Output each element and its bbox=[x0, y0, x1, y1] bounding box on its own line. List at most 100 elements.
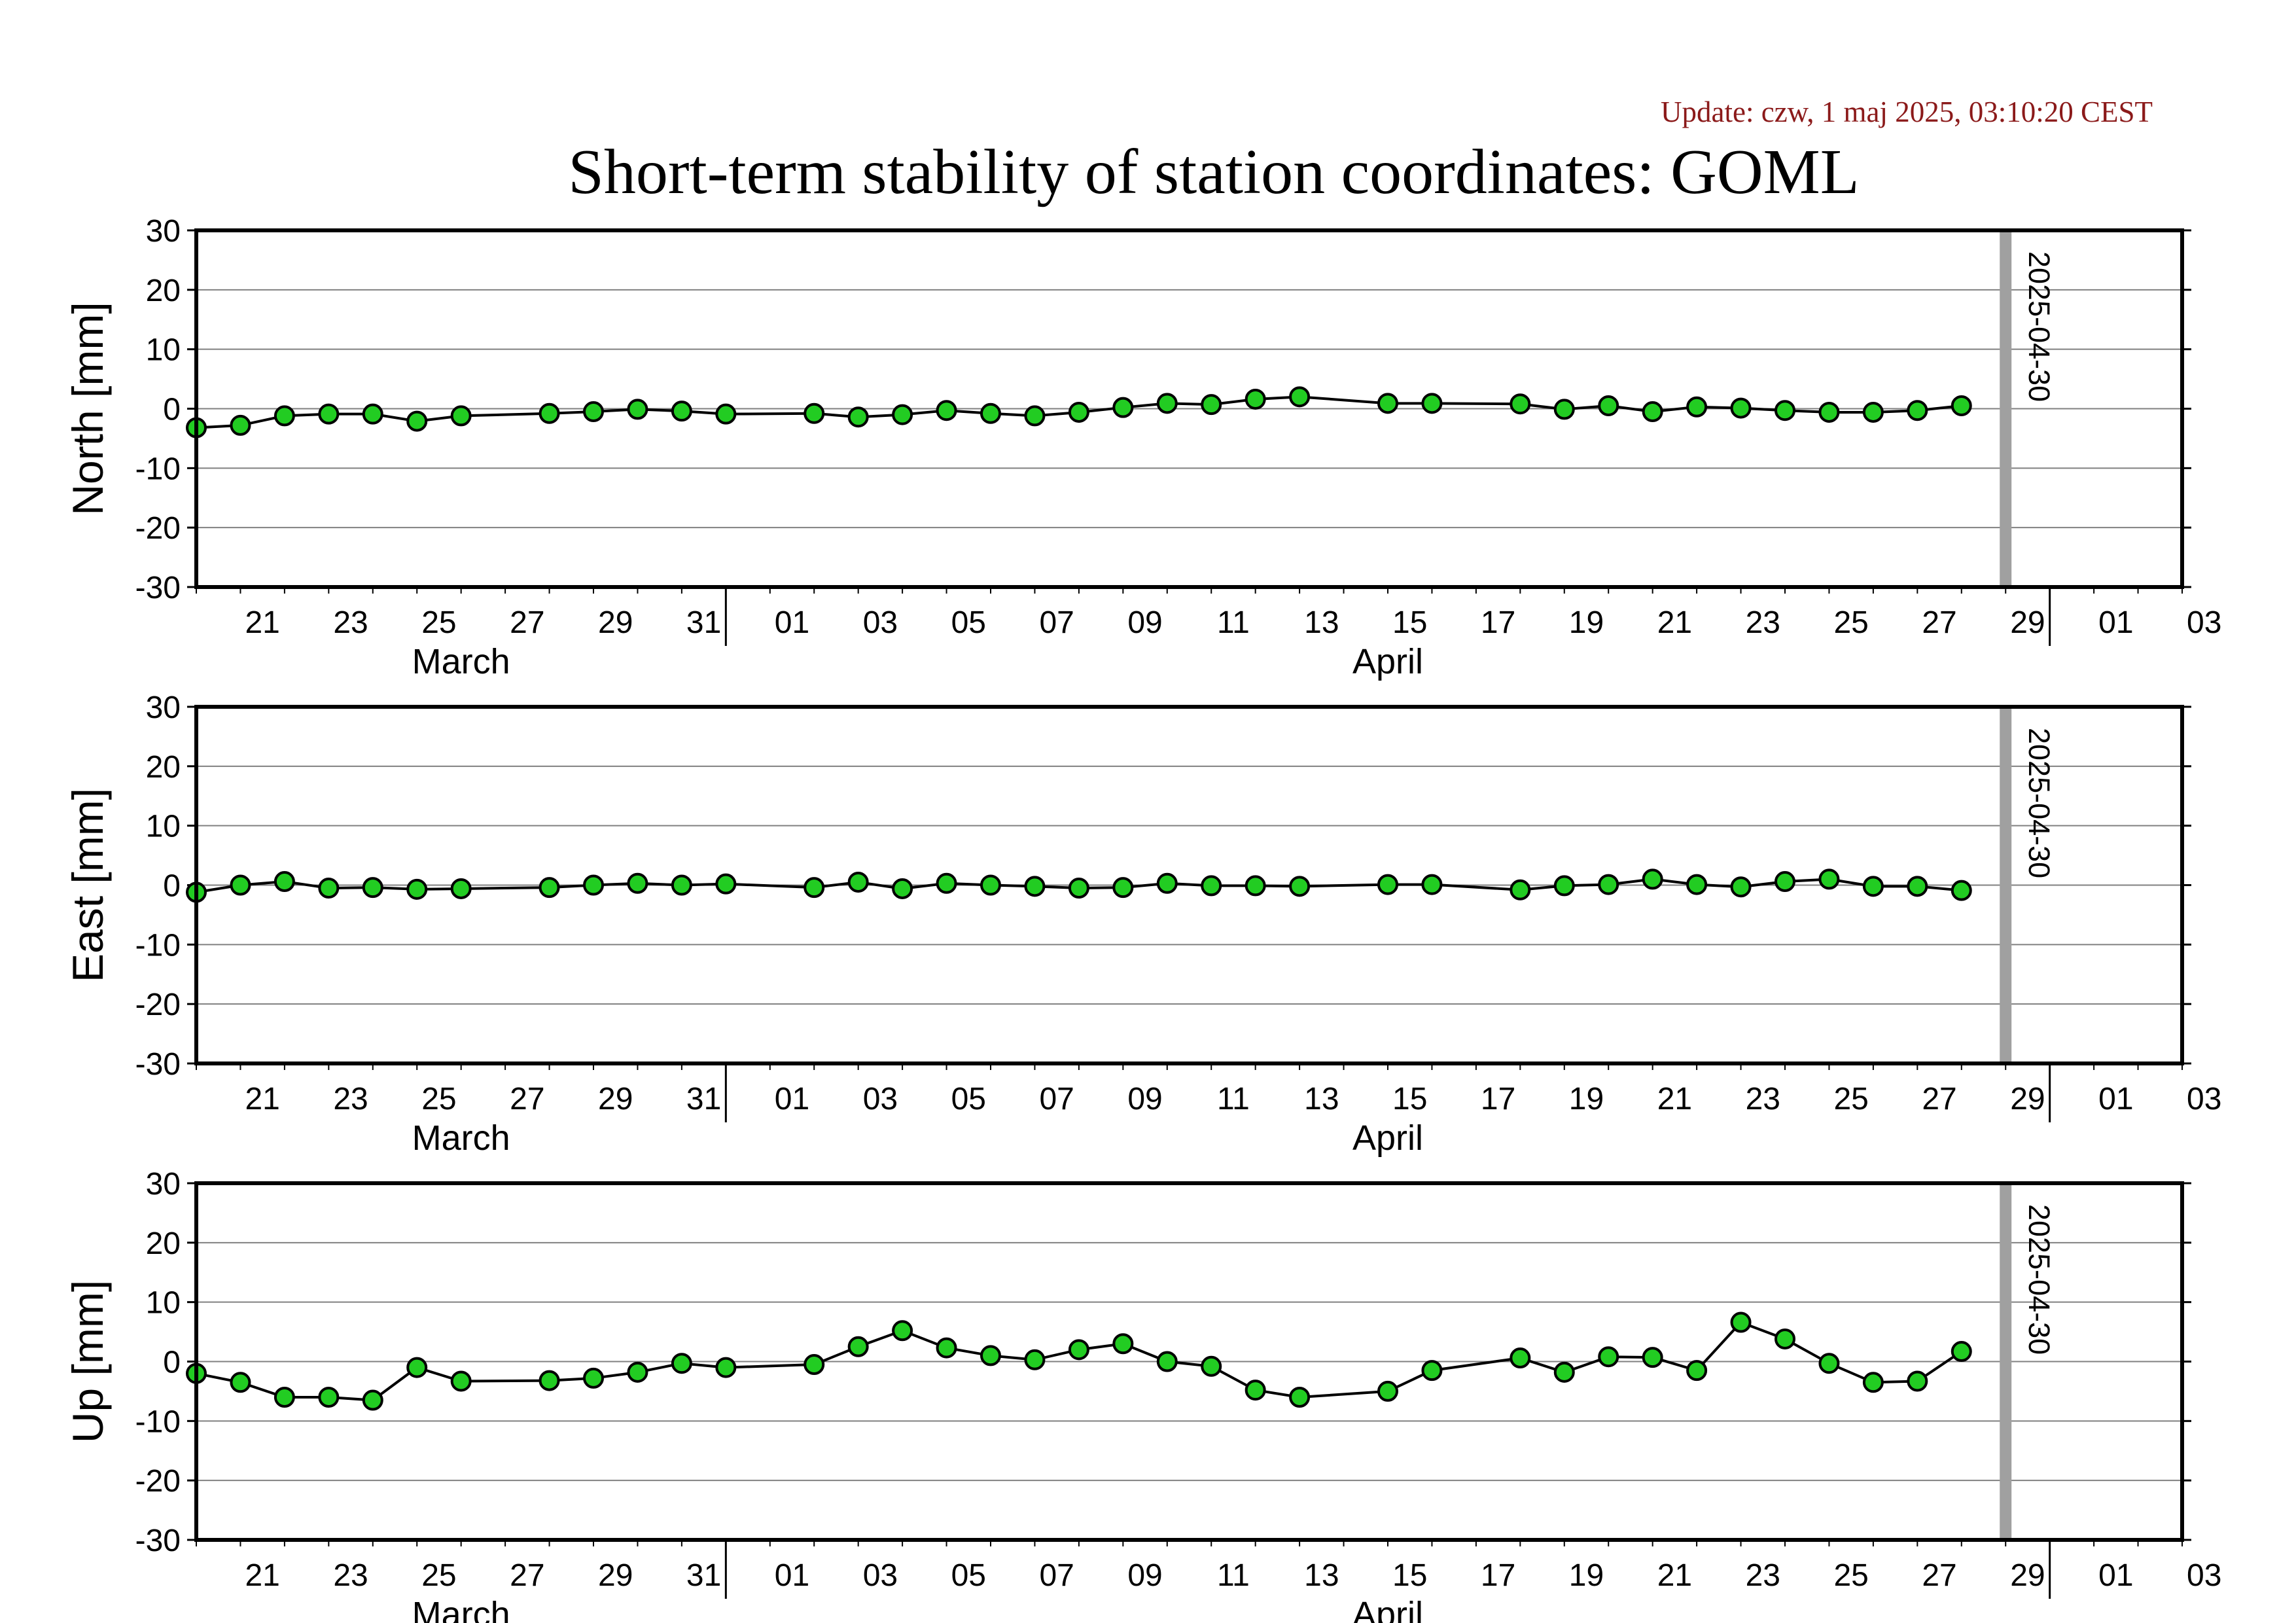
data-point bbox=[1951, 1341, 1972, 1363]
data-point bbox=[1598, 874, 1619, 895]
x-tick-label: 27 bbox=[510, 605, 544, 640]
data-point bbox=[1289, 386, 1311, 408]
data-point bbox=[1024, 876, 1046, 897]
x-tick-label: 01 bbox=[2098, 1082, 2133, 1116]
x-tick-label: 29 bbox=[598, 1558, 633, 1593]
data-point bbox=[230, 874, 251, 896]
data-point bbox=[1510, 393, 1531, 415]
data-point bbox=[1112, 397, 1134, 418]
x-tick-label: 01 bbox=[775, 1082, 809, 1116]
month-label: April bbox=[1352, 642, 1423, 681]
data-point bbox=[1024, 1349, 1046, 1370]
data-point bbox=[362, 877, 383, 899]
plot-frame bbox=[194, 705, 2184, 1065]
data-point bbox=[627, 1361, 648, 1383]
x-tick-label: 15 bbox=[1392, 1558, 1427, 1593]
x-tick-label: 11 bbox=[1217, 1082, 1250, 1116]
x-tick-label: 25 bbox=[421, 1082, 456, 1116]
data-point bbox=[1686, 1360, 1708, 1382]
data-point bbox=[406, 878, 428, 900]
x-tick-label: 11 bbox=[1217, 1558, 1250, 1593]
y-axis-label: North [mm] bbox=[63, 302, 112, 515]
data-point bbox=[980, 874, 1001, 896]
x-tick-label: 13 bbox=[1304, 605, 1339, 640]
x-tick-label: 23 bbox=[333, 1558, 368, 1593]
x-tick-label: 07 bbox=[1039, 1082, 1074, 1116]
data-point bbox=[1421, 874, 1443, 895]
month-label: March bbox=[412, 1118, 510, 1158]
data-point bbox=[583, 401, 604, 423]
data-point bbox=[1686, 396, 1708, 418]
data-point bbox=[1642, 868, 1663, 890]
month-label: March bbox=[412, 642, 510, 681]
x-tick-label: 21 bbox=[1657, 605, 1692, 640]
data-point bbox=[671, 1353, 692, 1374]
x-tick-label: 31 bbox=[686, 1558, 721, 1593]
x-tick-label: 17 bbox=[1481, 605, 1515, 640]
y-tick-label: 20 bbox=[146, 274, 181, 308]
data-point bbox=[804, 877, 825, 899]
x-tick-label: 19 bbox=[1569, 1558, 1604, 1593]
data-point bbox=[1818, 1353, 1840, 1374]
data-point bbox=[847, 406, 869, 428]
data-point bbox=[1775, 1328, 1795, 1349]
chart-title: Short-term stability of station coordina… bbox=[568, 137, 1859, 207]
x-tick-label: 29 bbox=[2010, 605, 2045, 640]
x-tick-label: 15 bbox=[1392, 1082, 1427, 1116]
data-point bbox=[1068, 401, 1089, 423]
x-tick-label: 03 bbox=[2187, 1558, 2221, 1593]
data-point bbox=[1553, 875, 1575, 897]
data-point bbox=[847, 871, 869, 893]
y-tick-label: -20 bbox=[135, 511, 181, 546]
data-point bbox=[1421, 393, 1443, 414]
x-tick-label: 25 bbox=[421, 605, 456, 640]
x-tick-label: 19 bbox=[1569, 1082, 1604, 1116]
month-label: March bbox=[412, 1595, 510, 1623]
panel-north: 30 20 10 0 -10 -20 -30 North [mm] 2025-04-30 21 23… bbox=[63, 214, 2221, 681]
data-point bbox=[1642, 401, 1663, 423]
data-point bbox=[318, 1387, 340, 1408]
data-point bbox=[1245, 875, 1266, 897]
y-tick-label: 10 bbox=[146, 1286, 181, 1321]
y-tick-label: 30 bbox=[146, 690, 181, 725]
x-tick-label: 01 bbox=[2098, 605, 2133, 640]
data-point bbox=[406, 1357, 428, 1378]
data-point bbox=[1686, 874, 1708, 895]
data-point bbox=[539, 402, 560, 424]
data-point bbox=[1642, 1347, 1663, 1368]
x-tick-label: 03 bbox=[863, 1082, 898, 1116]
x-tick-label: 07 bbox=[1039, 1558, 1074, 1593]
x-tick-label: 21 bbox=[245, 1558, 279, 1593]
x-tick-label: 05 bbox=[951, 1558, 986, 1593]
data-point bbox=[1156, 872, 1178, 894]
x-tick-label: 19 bbox=[1569, 605, 1604, 640]
x-tick-label: 09 bbox=[1127, 1082, 1162, 1116]
x-tick-label: 25 bbox=[1833, 1082, 1868, 1116]
x-tick-label: 13 bbox=[1304, 1082, 1339, 1116]
data-point bbox=[318, 403, 340, 425]
month-label: April bbox=[1352, 1595, 1423, 1623]
x-tick-label: 07 bbox=[1039, 605, 1074, 640]
data-point bbox=[583, 874, 604, 896]
plot-frame bbox=[194, 1181, 2184, 1542]
panel-east: 30 20 10 0 -10 -20 -30 East [mm] 2025-04-30 21 23 2… bbox=[63, 690, 2221, 1158]
data-point bbox=[1377, 1380, 1398, 1402]
data-point bbox=[1245, 388, 1266, 410]
x-tick-label: 21 bbox=[1657, 1558, 1692, 1593]
data-point bbox=[1068, 1339, 1089, 1361]
data-point bbox=[1112, 877, 1134, 899]
data-point bbox=[892, 878, 913, 899]
data-point bbox=[362, 403, 383, 425]
data-point bbox=[1730, 397, 1752, 419]
y-axis-label: East [mm] bbox=[63, 788, 112, 982]
x-tick-label: 01 bbox=[775, 1558, 809, 1593]
data-point bbox=[1951, 395, 1972, 416]
x-tick-label: 05 bbox=[951, 605, 986, 640]
data-point bbox=[715, 1357, 737, 1378]
data-point bbox=[1862, 401, 1884, 423]
data-point bbox=[1907, 876, 1928, 897]
data-point bbox=[892, 1320, 913, 1342]
x-tick-label: 27 bbox=[1922, 1558, 1956, 1593]
data-point bbox=[1951, 880, 1972, 901]
